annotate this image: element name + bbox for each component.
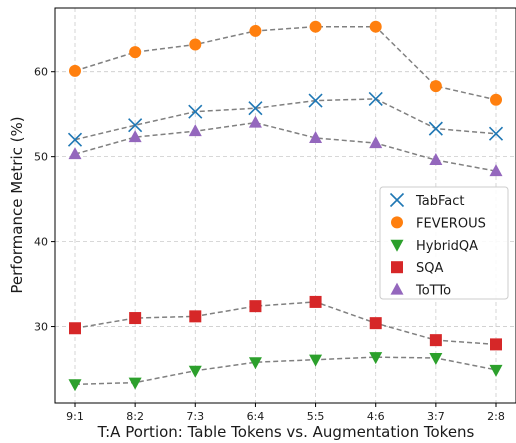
data-point-sqa — [249, 300, 262, 313]
x-tick-label: 5:5 — [307, 410, 325, 423]
data-point-tabfact — [188, 104, 203, 119]
data-point-tabfact — [67, 132, 83, 147]
x-tick-label: 2:8 — [487, 410, 505, 423]
data-point-sqa — [309, 295, 322, 308]
legend-marker-totto — [390, 282, 404, 295]
data-point-tabfact-stroke — [488, 126, 504, 141]
series-line-sqa — [74, 301, 497, 346]
data-point-tabfact — [248, 101, 263, 116]
data-point-tabfact-stroke — [128, 118, 143, 133]
y-axis-label: Performance Metric (%) — [8, 116, 26, 293]
data-point-feverous — [189, 38, 202, 51]
series-line-feverous — [74, 25, 497, 101]
x-tick-label: 3:7 — [427, 410, 445, 423]
data-point-totto — [429, 153, 443, 166]
data-point-feverous — [69, 64, 81, 77]
x-tick-label: 8:2 — [126, 410, 144, 423]
series-line-hybridqa — [74, 356, 497, 386]
data-point-hybridqa — [309, 354, 323, 367]
legend-label-totto: ToTTo — [415, 284, 451, 299]
x-tick-label: 7:3 — [186, 410, 204, 423]
data-point-feverous — [429, 80, 442, 93]
data-point-sqa — [490, 338, 502, 351]
y-tick-label: 50 — [34, 151, 48, 164]
data-point-tabfact — [368, 91, 383, 106]
data-point-tabfact-stroke — [428, 121, 443, 136]
legend-marker-feverous — [391, 216, 403, 229]
data-point-totto — [248, 115, 262, 128]
data-point-feverous — [249, 24, 262, 37]
y-ticks: 30 40 50 60 — [34, 66, 55, 334]
x-tick-label: 9:1 — [66, 410, 84, 423]
data-point-sqa — [189, 310, 202, 323]
data-point-tabfact-stroke — [248, 101, 263, 116]
data-point-feverous — [369, 20, 382, 33]
y-tick-label: 40 — [34, 236, 48, 249]
data-point-tabfact-stroke — [368, 91, 383, 106]
series-line-totto — [74, 121, 497, 172]
data-point-sqa — [69, 322, 81, 335]
data-point-hybridqa — [68, 379, 82, 392]
data-point-tabfact-stroke — [188, 104, 203, 119]
data-point-hybridqa — [188, 365, 202, 378]
data-point-totto — [188, 124, 202, 137]
data-point-sqa — [429, 334, 442, 347]
data-point-hybridqa — [429, 352, 443, 365]
legend-marker-sqa — [391, 261, 403, 274]
legend-label-feverous: FEVEROUS — [416, 216, 486, 231]
y-tick-label: 30 — [34, 321, 48, 334]
legend-label-hybridqa: HybridQA — [416, 239, 478, 254]
legend-label-sqa: SQA — [416, 261, 443, 276]
plot-frame — [54, 7, 516, 404]
data-point-tabfact — [488, 126, 504, 141]
data-point-feverous — [129, 46, 142, 59]
data-point-hybridqa — [248, 357, 262, 370]
data-point-totto — [128, 130, 142, 143]
data-point-hybridqa — [369, 352, 383, 365]
data-point-totto — [489, 164, 503, 177]
x-axis-label: T:A Portion: Table Tokens vs. Augmentati… — [97, 423, 475, 441]
data-point-tabfact — [428, 121, 443, 136]
series-line-tabfact — [74, 98, 497, 141]
series-markers — [67, 20, 504, 392]
legend-box — [379, 186, 509, 300]
data-point-feverous — [490, 93, 502, 106]
data-point-hybridqa — [489, 364, 503, 377]
data-point-tabfact-stroke — [67, 132, 83, 147]
data-point-totto — [369, 136, 383, 149]
data-point-tabfact-stroke — [308, 93, 323, 108]
legend-marker-tabfact — [389, 192, 405, 208]
data-point-totto — [309, 130, 323, 143]
legend-label-tabfact: TabFact — [415, 194, 465, 209]
data-point-hybridqa — [128, 377, 142, 390]
data-point-tabfact — [128, 118, 143, 133]
legend-marker-tabfact-stroke — [389, 192, 405, 208]
x-ticks: 9:1 8:2 7:3 6:4 5:5 4:6 3:7 2:8 — [66, 403, 505, 423]
x-tick-label: 4:6 — [367, 410, 385, 423]
data-point-sqa — [369, 317, 382, 330]
legend: TabFact FEVEROUS HybridQA SQA ToTTo — [379, 186, 509, 300]
data-point-tabfact — [308, 93, 323, 108]
data-point-feverous — [309, 20, 322, 33]
data-point-sqa — [129, 312, 142, 325]
series-lines — [74, 25, 497, 386]
data-point-totto — [68, 147, 82, 160]
legend-marker-hybridqa — [390, 239, 404, 252]
x-tick-label: 6:4 — [247, 410, 265, 423]
y-tick-label: 60 — [34, 66, 48, 79]
